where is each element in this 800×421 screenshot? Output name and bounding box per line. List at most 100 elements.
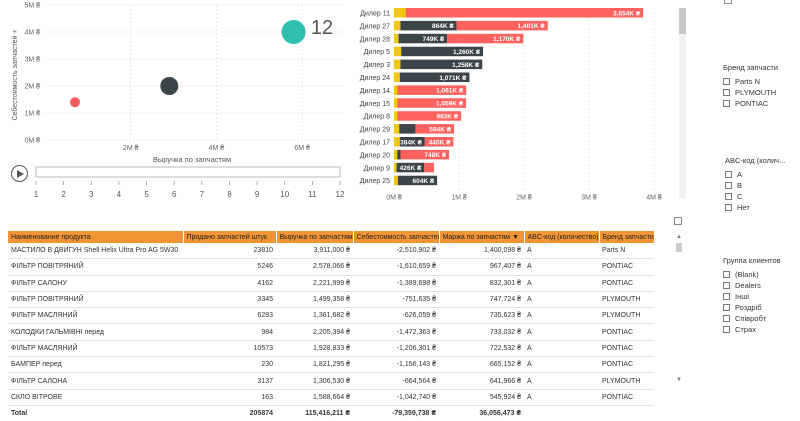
table-row[interactable]: ФІЛЬТР ПОВІТРЯНИЙ 3345 1,499,358 ₴ -751,635… [8, 291, 654, 309]
slicer-option[interactable]: Страх [723, 324, 781, 335]
bar-segment[interactable] [397, 111, 462, 121]
col-product-name[interactable]: Наименование продукта [8, 231, 184, 243]
cell-brand: PONTIAC [599, 340, 654, 358]
col-revenue[interactable]: Выручка по запчастям [276, 231, 354, 243]
bar-segment[interactable] [447, 33, 524, 44]
bar-segment[interactable] [394, 149, 398, 160]
bar-chart-scrollbar[interactable] [679, 8, 686, 198]
slicer-option[interactable]: A [725, 169, 785, 180]
slicer-option[interactable]: Нет [725, 202, 785, 213]
bar-segment[interactable] [397, 98, 467, 108]
cell-margin: 747,724 ₴ [439, 291, 524, 309]
bar-segment[interactable] [394, 20, 401, 31]
scatter-point[interactable] [70, 97, 80, 108]
checkbox[interactable] [725, 193, 732, 200]
table-row[interactable]: ФІЛЬТР САЛОНА 3137 1,306,530 ₴ -664,564 ₴ 64… [8, 372, 654, 390]
bar-segment[interactable] [415, 124, 455, 134]
bar-segment[interactable] [424, 162, 435, 173]
bar-segment[interactable] [394, 46, 402, 57]
bar-segment[interactable] [397, 85, 467, 95]
bar-segment[interactable] [394, 137, 400, 147]
table-row[interactable]: ФІЛЬТР САЛОНУ 4162 2,221,999 ₴ -1,389,698 ₴… [8, 275, 654, 292]
slicer-option[interactable]: Співробт [723, 313, 781, 324]
bar-segment[interactable] [394, 175, 398, 186]
bar-segment[interactable] [424, 137, 454, 147]
bar-segment[interactable] [394, 85, 398, 95]
bar-segment[interactable] [400, 149, 450, 160]
checkbox[interactable] [723, 89, 730, 96]
bar-segment[interactable] [394, 59, 401, 70]
bar-segment[interactable] [394, 111, 398, 121]
bar-segment[interactable] [399, 72, 470, 83]
checkbox[interactable] [723, 304, 730, 311]
bar-segment[interactable] [399, 137, 425, 147]
scroll-down-icon[interactable]: ▼ [676, 377, 682, 383]
checkbox[interactable] [723, 78, 730, 85]
bar-x-tick: 0M ₴ [386, 195, 402, 202]
table-row[interactable]: КОЛОДКИ ГАЛЬМІВНІ перед 984 2,205,394 ₴ -1,… [8, 323, 654, 341]
scatter-point[interactable] [160, 77, 179, 95]
slicer-option[interactable]: Dealers [723, 280, 781, 291]
cell-sold-qty: 3137 [183, 372, 276, 390]
table-row[interactable]: МАСТИЛО В ДВИГУН Shell Helix Ultra Pro A… [8, 243, 654, 260]
col-sold-qty[interactable]: Продано запчастей штук [183, 231, 277, 243]
checkbox[interactable] [723, 100, 730, 107]
bar-segment[interactable] [394, 162, 397, 173]
checkbox[interactable] [725, 182, 732, 189]
table-row[interactable]: СКЛО ВІТРОВЕ 163 1,588,664 ₴ -1,042,740 ₴ 54… [8, 389, 654, 406]
col-cost[interactable]: Себестоимость запчастей [353, 231, 440, 243]
bar-segment[interactable] [401, 46, 484, 57]
bar-segment[interactable] [394, 98, 398, 108]
bar-segment[interactable] [397, 149, 401, 160]
top-slicer-edge[interactable] [724, 0, 732, 4]
slicer-option[interactable]: B [725, 180, 785, 191]
col-margin[interactable]: Маржа по запчастям ▼ [439, 231, 525, 243]
play-axis-timeline[interactable]: 1 2 3 4 5 6 7 8 9 10 11 12 [30, 160, 350, 210]
focus-mode-icon[interactable] [674, 217, 682, 225]
slicer-option[interactable]: Parts N [723, 76, 778, 87]
cell-margin: 733,032 ₴ [439, 323, 524, 341]
bar-segment[interactable] [394, 72, 400, 83]
slicer-option[interactable]: PONTIAC [723, 98, 778, 109]
checkbox[interactable] [723, 326, 730, 333]
slicer-option[interactable]: (Blank) [723, 269, 781, 280]
play-button[interactable] [11, 165, 28, 182]
table-scroll-thumb[interactable] [676, 243, 682, 252]
table-row[interactable]: ФІЛЬТР МАСЛЯНИЙ 10573 1,928,833 ₴ -1,206,30… [8, 340, 654, 358]
scatter-point[interactable] [281, 20, 306, 44]
bar-segment[interactable] [397, 175, 438, 186]
cell-sold-qty: 163 [183, 389, 276, 406]
bar-segment[interactable] [399, 124, 416, 134]
bar-segment[interactable] [456, 20, 548, 31]
checkbox[interactable] [725, 204, 732, 211]
col-brand[interactable]: Бренд запчасти [599, 231, 655, 243]
bar-segment[interactable] [394, 124, 400, 134]
cell-product-name: СКЛО ВІТРОВЕ [8, 389, 183, 406]
bar-segment[interactable] [400, 59, 483, 70]
checkbox[interactable] [723, 315, 730, 322]
bar-segment[interactable] [400, 20, 457, 31]
checkbox[interactable] [723, 293, 730, 300]
bar-segment[interactable] [398, 33, 448, 44]
cell-revenue: 2,221,999 ₴ [276, 275, 353, 292]
bar-segment[interactable] [405, 8, 644, 18]
bar-segment[interactable] [394, 8, 406, 18]
col-abc-code[interactable]: ABC-код (количество) [524, 231, 600, 243]
checkbox[interactable] [723, 282, 730, 289]
slicer-option-label: Нет [737, 203, 750, 212]
table-scrollbar[interactable]: ▲ ▼ [676, 234, 682, 384]
table-row[interactable]: ФІЛЬТР ПОВІТРЯНИЙ 5246 2,578,066 ₴ -1,610,6… [8, 258, 654, 276]
table-row[interactable]: БАМПЕР перед 230 1,821,295 ₴ -1,156,143 ₴ 66… [8, 356, 654, 374]
slicer-option[interactable]: Інші [723, 291, 781, 302]
bar-segment[interactable] [396, 162, 425, 173]
checkbox[interactable] [723, 271, 730, 278]
bar-chart-scroll-thumb[interactable] [679, 8, 686, 34]
slicer-option[interactable]: C [725, 191, 785, 202]
slicer-option[interactable]: Роздріб [723, 302, 781, 313]
table-row[interactable]: ФІЛЬТР МАСЛЯНИЙ 6283 1,361,682 ₴ -626,059 ₴… [8, 307, 654, 325]
checkbox[interactable] [725, 171, 732, 178]
cell-abc-code: A [524, 323, 599, 341]
bar-segment[interactable] [394, 33, 399, 44]
scroll-up-icon[interactable]: ▲ [676, 234, 682, 240]
slicer-option[interactable]: PLYMOUTH [723, 87, 778, 98]
